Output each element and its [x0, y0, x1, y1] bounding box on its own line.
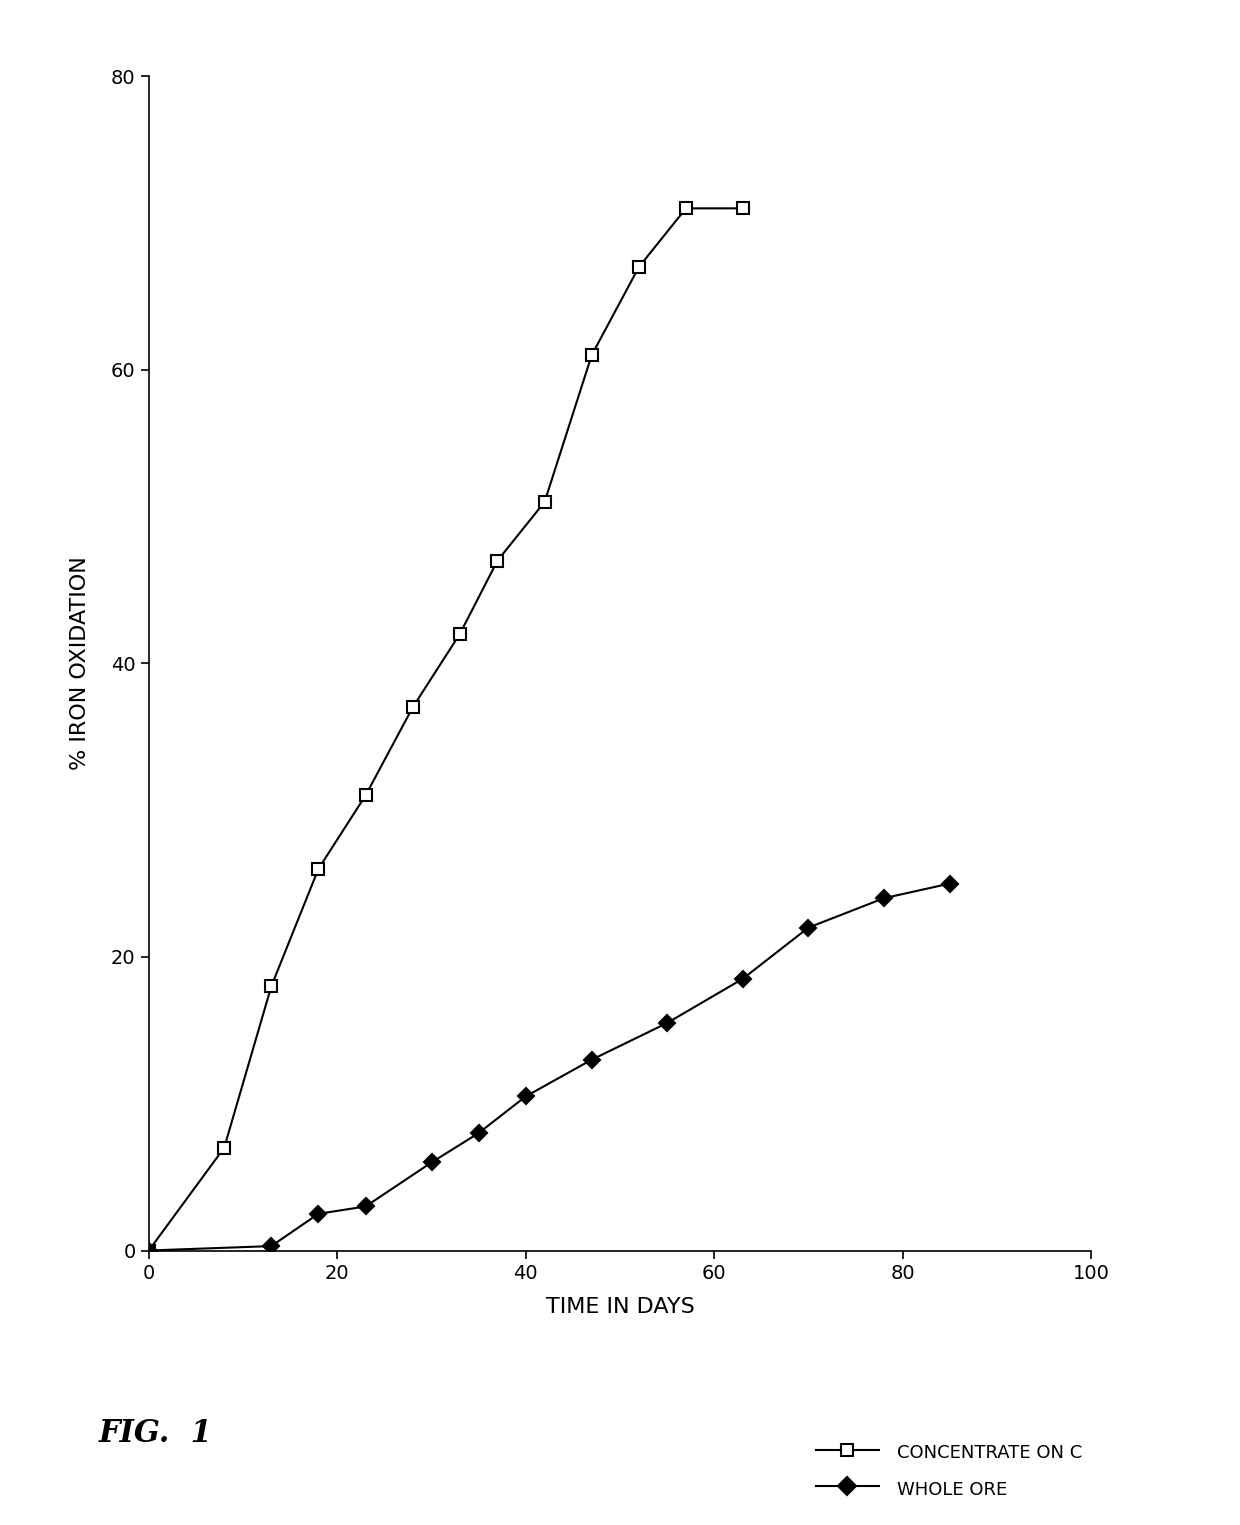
WHOLE ORE: [942, 874, 957, 892]
WHOLE ORE: [311, 1205, 326, 1223]
Legend: CONCENTRATE ON C, WHOLE ORE: CONCENTRATE ON C, WHOLE ORE: [816, 1441, 1083, 1499]
CONCENTRATE ON C: [141, 1241, 156, 1260]
WHOLE ORE: [660, 1014, 675, 1032]
WHOLE ORE: [358, 1197, 373, 1215]
CONCENTRATE ON C: [584, 346, 599, 364]
CONCENTRATE ON C: [678, 200, 693, 218]
CONCENTRATE ON C: [537, 493, 552, 511]
CONCENTRATE ON C: [453, 625, 467, 644]
WHOLE ORE: [584, 1051, 599, 1069]
WHOLE ORE: [264, 1237, 279, 1255]
X-axis label: TIME IN DAYS: TIME IN DAYS: [546, 1296, 694, 1316]
WHOLE ORE: [471, 1124, 486, 1142]
CONCENTRATE ON C: [490, 552, 505, 570]
WHOLE ORE: [735, 970, 750, 988]
Text: FIG.  1: FIG. 1: [99, 1418, 213, 1449]
CONCENTRATE ON C: [311, 860, 326, 878]
Line: CONCENTRATE ON C: CONCENTRATE ON C: [144, 203, 748, 1257]
WHOLE ORE: [141, 1241, 156, 1260]
WHOLE ORE: [877, 889, 892, 907]
WHOLE ORE: [424, 1153, 439, 1171]
CONCENTRATE ON C: [631, 258, 646, 276]
Line: WHOLE ORE: WHOLE ORE: [144, 878, 955, 1257]
CONCENTRATE ON C: [217, 1139, 232, 1157]
CONCENTRATE ON C: [735, 200, 750, 218]
Y-axis label: % IRON OXIDATION: % IRON OXIDATION: [71, 557, 91, 770]
CONCENTRATE ON C: [264, 978, 279, 996]
WHOLE ORE: [518, 1087, 533, 1106]
WHOLE ORE: [801, 918, 816, 936]
CONCENTRATE ON C: [358, 787, 373, 805]
CONCENTRATE ON C: [405, 698, 420, 717]
